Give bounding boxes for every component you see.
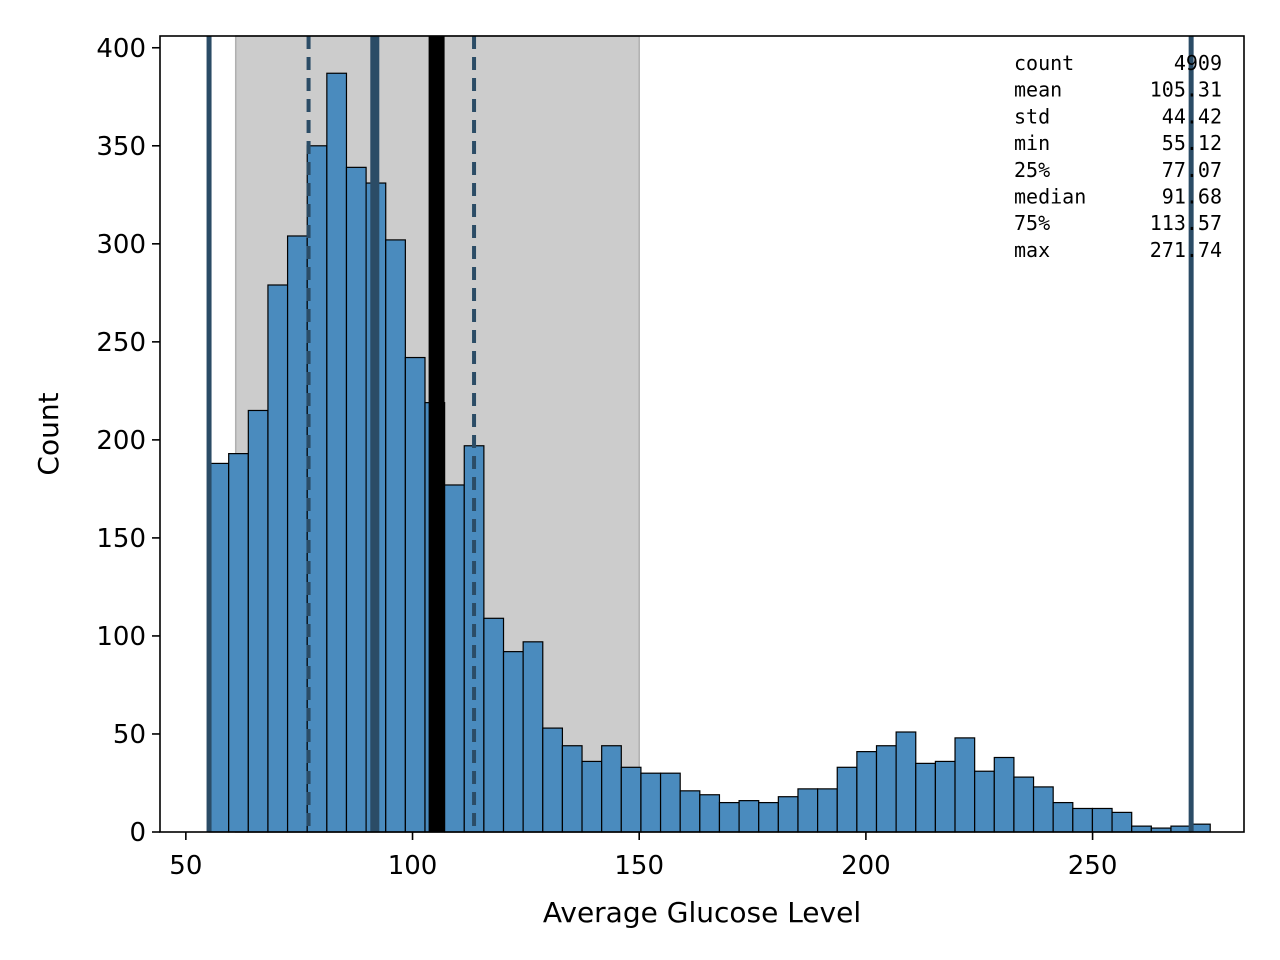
histogram-bar — [1013, 776, 1035, 833]
stats-value: 4909 — [1174, 51, 1222, 75]
histogram-bar — [758, 801, 779, 833]
histogram-bar — [581, 760, 603, 833]
stats-value: 271.74 — [1150, 238, 1222, 262]
x-axis-title: Average Glucose Level — [543, 896, 861, 929]
histogram-bar — [385, 239, 406, 833]
plot-frame — [159, 35, 1245, 833]
histogram-bar — [974, 770, 995, 833]
histogram-bar — [247, 409, 269, 833]
stats-value: 44.42 — [1162, 104, 1222, 128]
histogram-bar — [836, 766, 858, 833]
stats-table: count 4909 mean 105.31 std 44.42 min 55.12 25% 77… — [1014, 51, 1222, 262]
x-tick-label: 200 — [841, 851, 891, 881]
histogram-bar — [875, 745, 897, 833]
histogram-bar — [561, 745, 583, 833]
stats-label: 75% — [1014, 211, 1050, 235]
histogram-bar — [640, 772, 662, 833]
stats-value: 105.31 — [1150, 78, 1222, 102]
stats-value: 113.57 — [1150, 211, 1222, 235]
x-tick-label: 50 — [169, 851, 202, 881]
histogram-bar — [797, 788, 819, 833]
histogram-bar — [915, 762, 936, 833]
histogram-bar — [1091, 807, 1113, 833]
histogram-bar — [718, 801, 740, 833]
stats-value: 91.68 — [1162, 185, 1222, 209]
stats-label: std — [1014, 104, 1050, 128]
histogram-bar — [444, 484, 465, 833]
stats-value: 55.12 — [1162, 131, 1222, 155]
histogram-bar — [1111, 811, 1133, 833]
stats-value: 77.07 — [1162, 158, 1222, 182]
histogram-bar — [522, 641, 544, 833]
histogram-bar — [345, 166, 367, 833]
y-axis: 0 50 100 150 200 250 300 350 400 — [96, 34, 160, 848]
histogram-bar — [502, 651, 524, 833]
y-tick-label: 300 — [96, 230, 146, 260]
y-tick-label: 200 — [96, 426, 146, 456]
y-tick-label: 0 — [129, 818, 146, 848]
histogram-bar — [228, 453, 249, 833]
histogram-bar — [1170, 825, 1192, 833]
y-tick-label: 400 — [96, 34, 146, 64]
stats-label: 25% — [1014, 158, 1050, 182]
x-axis: 50 100 150 200 250 — [169, 832, 1117, 881]
histogram-bar — [1032, 786, 1054, 833]
histogram-bar — [404, 356, 426, 833]
histogram-bar — [483, 617, 505, 833]
histogram-bar — [208, 462, 230, 833]
y-tick-label: 350 — [96, 132, 146, 162]
histogram-bar — [777, 796, 799, 833]
histogram-bar — [659, 772, 681, 833]
y-tick-label: 250 — [96, 328, 146, 358]
y-tick-label: 100 — [96, 622, 146, 652]
histogram-bar — [993, 756, 1015, 833]
y-tick-label: 50 — [113, 720, 146, 750]
stat-lines — [206, 36, 1194, 832]
histogram-bar — [699, 794, 721, 833]
y-tick-label: 150 — [96, 524, 146, 554]
histogram-bar — [679, 790, 701, 833]
histogram-bar — [286, 235, 308, 833]
histogram-bar — [326, 72, 348, 833]
histogram-bar — [1072, 807, 1094, 833]
histogram-bar — [542, 727, 564, 833]
histogram-bar — [620, 766, 642, 833]
x-tick-label: 150 — [614, 851, 664, 881]
histogram-bar — [267, 284, 289, 833]
histogram-bar — [895, 731, 917, 833]
histogram-bar — [856, 751, 878, 833]
histogram-bar — [601, 745, 622, 833]
stats-label: median — [1014, 185, 1086, 209]
stats-label: mean — [1014, 78, 1062, 102]
x-tick-label: 250 — [1068, 851, 1118, 881]
y-axis-title: Count — [32, 392, 65, 475]
x-tick-label: 100 — [388, 851, 438, 881]
stats-label: max — [1014, 238, 1050, 262]
histogram-bar — [934, 760, 956, 833]
histogram-bar — [817, 788, 838, 833]
histogram-bar — [1131, 825, 1152, 833]
histogram-bar — [954, 737, 976, 833]
histogram-bar — [738, 800, 760, 833]
histogram-bar — [1052, 801, 1074, 833]
stats-label: count — [1014, 51, 1074, 75]
stats-label: min — [1014, 131, 1050, 155]
